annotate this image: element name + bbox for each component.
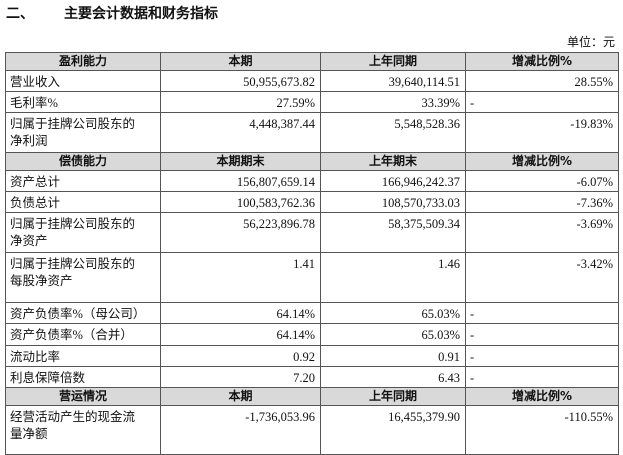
value-cell: -6.07% <box>465 170 619 192</box>
value-cell: 28.55% <box>465 70 619 92</box>
data-row: 经营活动产生的现金流量净额 -1,736,053.96 16,455,379.90-… <box>5 405 619 455</box>
value-cell: 65.03% <box>320 323 466 346</box>
header-cell: 增减比例% <box>465 52 619 71</box>
value-cell: 65.03% <box>320 302 466 324</box>
header-cell: 上年期末 <box>320 152 466 171</box>
value-cell: 0.91 <box>320 345 466 367</box>
value-cell: 1.41 <box>160 252 321 303</box>
header-row: 营运情况 本期 上年同期 增减比例% <box>5 387 619 406</box>
row-label: 毛利率% <box>5 91 161 113</box>
data-row: 资产负债率%（母公司） 64.14% 65.03% - <box>5 302 619 324</box>
value-cell: 64.14% <box>160 323 321 346</box>
value-cell: -110.55% <box>465 405 619 455</box>
header-cell: 偿债能力 <box>5 152 161 171</box>
row-label: 利息保障倍数 <box>5 366 161 388</box>
data-row: 资产总计 156,807,659.14 166,946,242.37 -6.07% <box>5 170 619 192</box>
header-cell: 上年同期 <box>320 387 466 406</box>
section-heading: 二、 主要会计数据和财务指标 <box>6 3 218 23</box>
row-label: 资产总计 <box>5 170 161 192</box>
data-row: 归属于挂牌公司股东的净资产 56,223,896.78 58,375,509.34-… <box>5 212 619 253</box>
value-cell: -3.69% <box>465 212 619 253</box>
value-cell: 16,455,379.90 <box>320 405 466 455</box>
value-cell: 7.20 <box>160 366 321 388</box>
value-cell: -1,736,053.96 <box>160 405 321 455</box>
value-cell: - <box>465 91 619 113</box>
value-cell: 4,448,387.44 <box>160 112 321 153</box>
header-cell: 本期 <box>160 387 321 406</box>
value-cell: 6.43 <box>320 366 466 388</box>
value-cell: - <box>465 323 619 346</box>
unit-label: 单位：元 <box>566 35 615 49</box>
header-cell: 增减比例% <box>465 387 619 406</box>
header-cell: 上年同期 <box>320 52 466 71</box>
header-row: 偿债能力 本期期末 上年期末 增减比例% <box>5 152 619 171</box>
header-cell: 增减比例% <box>465 152 619 171</box>
value-cell: 5,548,528.36 <box>320 112 466 153</box>
row-label: 归属于挂牌公司股东的净利润 <box>5 112 161 153</box>
heading-title: 主要会计数据和财务指标 <box>64 6 218 22</box>
value-cell: 1.46 <box>320 252 466 303</box>
row-label: 负债总计 <box>5 191 161 213</box>
row-label: 经营活动产生的现金流量净额 <box>5 405 161 455</box>
value-cell: -19.83% <box>465 112 619 153</box>
row-label: 营业收入 <box>5 70 161 92</box>
data-row: 负债总计 100,583,762.36 108,570,733.03 -7.36% <box>5 191 619 213</box>
financial-table: 盈利能力 本期 上年同期 增减比例% 营业收入 50,955,673.82 39,640,1… <box>5 52 619 455</box>
row-label: 资产负债率%（母公司） <box>5 302 161 324</box>
value-cell: -7.36% <box>465 191 619 213</box>
header-cell: 本期期末 <box>160 152 321 171</box>
data-row: 资产负债率%（合并） 64.14% 65.03% - <box>5 323 619 346</box>
data-row: 利息保障倍数 7.20 6.43- <box>5 366 619 388</box>
value-cell: 56,223,896.78 <box>160 212 321 253</box>
row-label: 归属于挂牌公司股东的每股净资产 <box>5 252 161 303</box>
value-cell: 50,955,673.82 <box>160 70 321 92</box>
value-cell: -3.42% <box>465 252 619 303</box>
header-cell: 营运情况 <box>5 387 161 406</box>
value-cell: 100,583,762.36 <box>160 191 321 213</box>
row-label: 归属于挂牌公司股东的净资产 <box>5 212 161 253</box>
row-label: 流动比率 <box>5 345 161 367</box>
row-label: 资产负债率%（合并） <box>5 323 161 346</box>
value-cell: 108,570,733.03 <box>320 191 466 213</box>
value-cell: 166,946,242.37 <box>320 170 466 192</box>
data-row: 营业收入 50,955,673.82 39,640,114.51 28.55% <box>5 70 619 92</box>
value-cell: - <box>465 302 619 324</box>
data-row: 归属于挂牌公司股东的每股净资产 1.41 1.46 -3.42% <box>5 252 619 303</box>
data-row: 流动比率 0.92 0.91- <box>5 345 619 367</box>
value-cell: 39,640,114.51 <box>320 70 466 92</box>
value-cell: 33.39% <box>320 91 466 113</box>
value-cell: 64.14% <box>160 302 321 324</box>
data-row: 毛利率% 27.59% 33.39% - <box>5 91 619 113</box>
header-row: 盈利能力 本期 上年同期 增减比例% <box>5 52 619 71</box>
data-row: 归属于挂牌公司股东的净利润 4,448,387.44 5,548,528.36 -19… <box>5 112 619 153</box>
value-cell: 58,375,509.34 <box>320 212 466 253</box>
header-cell: 盈利能力 <box>5 52 161 71</box>
value-cell: 156,807,659.14 <box>160 170 321 192</box>
value-cell: 0.92 <box>160 345 321 367</box>
header-cell: 本期 <box>160 52 321 71</box>
value-cell: - <box>465 366 619 388</box>
value-cell: 27.59% <box>160 91 321 113</box>
value-cell: - <box>465 345 619 367</box>
heading-number: 二、 <box>6 6 34 22</box>
